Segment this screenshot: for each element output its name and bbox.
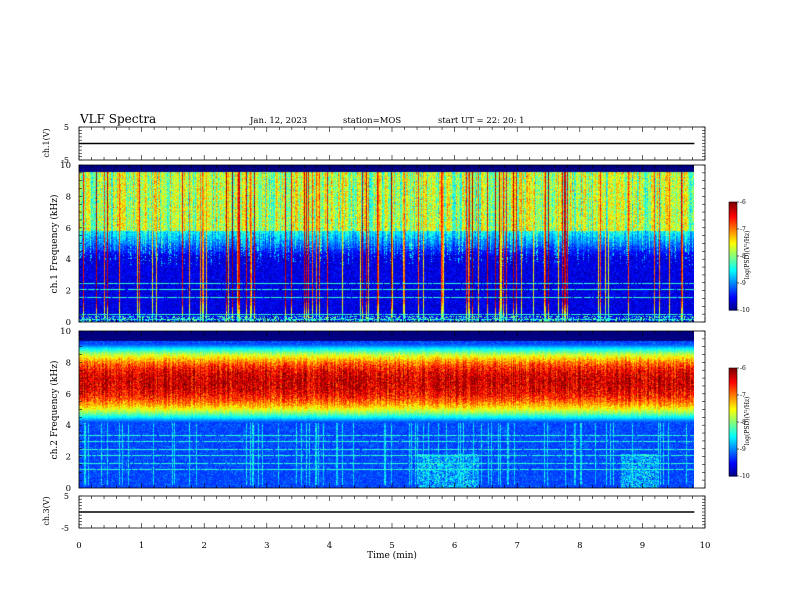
ch2-spectrogram-ylabel: ch.2 Frequency (kHz) xyxy=(49,361,60,460)
spectrogram-image xyxy=(79,165,694,322)
ch1-spectrogram-panel: 0 2 4 6 8 10 xyxy=(60,161,706,328)
ytick-label: 2 xyxy=(66,287,71,297)
ch2-colorbar-label: log(PSD)(V²/Hz) xyxy=(744,397,751,446)
colorbar-tick-label: -9 xyxy=(740,446,746,453)
colorbar-tick-label: -10 xyxy=(740,307,750,314)
ytick-label: -5 xyxy=(61,524,69,533)
xtick-label: 6 xyxy=(452,541,457,551)
colorbar-tick-label: -8 xyxy=(740,253,746,260)
ytick-label: 4 xyxy=(66,421,71,431)
x-axis-ticks: 0 1 2 3 4 5 6 7 8 9 10 xyxy=(76,541,710,551)
ytick-label: 10 xyxy=(60,161,71,171)
ch1-waveform-panel: 5 -5 xyxy=(61,123,706,165)
xtick-label: 1 xyxy=(139,541,144,551)
colorbar-tick-label: -8 xyxy=(740,419,746,426)
figure-title: VLF Spectra xyxy=(79,112,156,126)
xtick-label: 5 xyxy=(389,541,394,551)
xtick-label: 8 xyxy=(577,541,582,551)
colorbar-tick-label: -7 xyxy=(740,226,746,233)
colorbar-tick-label: -6 xyxy=(740,365,746,372)
ytick-label: 6 xyxy=(66,390,71,400)
ch2-colorbar: -6 -7 -8 -9 -10 xyxy=(728,365,750,480)
ytick-label: 6 xyxy=(66,224,71,234)
xtick-label: 3 xyxy=(264,541,269,551)
ytick-label: 0 xyxy=(66,318,71,328)
x-axis-label: Time (min) xyxy=(367,550,417,561)
ytick-label: 8 xyxy=(66,192,71,202)
ch1-colorbar: -6 -7 -8 -9 -10 xyxy=(728,199,750,314)
ch1-spectrogram-ylabel: ch.1 Frequency (kHz) xyxy=(49,195,60,294)
xtick-label: 2 xyxy=(201,541,206,551)
ytick-label: 5 xyxy=(64,492,69,501)
ch1-colorbar-label: log(PSD)(V²/Hz) xyxy=(744,231,751,280)
xtick-label: 4 xyxy=(327,541,332,551)
ytick-label: 2 xyxy=(66,453,71,463)
ch3-waveform-ylabel: ch.3(V) xyxy=(42,496,51,525)
spectrogram-image xyxy=(79,331,694,488)
ytick-label: 5 xyxy=(64,123,69,132)
station-label: station=MOS xyxy=(343,116,401,126)
xtick-label: 9 xyxy=(640,541,645,551)
colorbar-tick-label: -9 xyxy=(740,280,746,287)
xtick-label: 10 xyxy=(700,541,711,551)
ytick-label: 10 xyxy=(60,327,71,337)
ytick-label: 4 xyxy=(66,255,71,265)
start-time-label: start UT = 22: 20: 1 xyxy=(438,116,525,126)
ytick-label: 0 xyxy=(66,484,71,494)
colorbar-tick-label: -7 xyxy=(740,392,746,399)
ytick-label: -5 xyxy=(61,156,69,165)
date-label: Jan. 12, 2023 xyxy=(249,116,307,126)
colorbar-tick-label: -6 xyxy=(740,199,746,206)
xtick-label: 7 xyxy=(514,541,519,551)
xtick-label: 0 xyxy=(76,541,81,551)
ytick-label: 8 xyxy=(66,358,71,368)
ch3-waveform-panel: 5 -5 xyxy=(61,492,706,533)
ch1-waveform-ylabel: ch.1(V) xyxy=(42,128,51,157)
colorbar-tick-label: -10 xyxy=(740,473,750,480)
ch2-spectrogram-panel: 0 2 4 6 8 10 xyxy=(60,327,706,494)
